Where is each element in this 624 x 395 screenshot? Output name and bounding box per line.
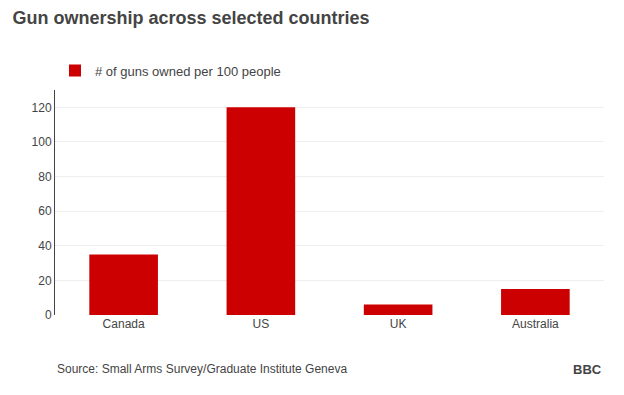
svg-text:Canada: Canada <box>103 317 145 331</box>
svg-text:60: 60 <box>38 204 52 218</box>
svg-text:Source: Small Arms Survey/Grad: Source: Small Arms Survey/Graduate Insti… <box>57 362 347 376</box>
svg-text:BBC: BBC <box>573 362 602 377</box>
svg-text:US: US <box>253 317 270 331</box>
svg-text:80: 80 <box>38 170 52 184</box>
svg-text:20: 20 <box>38 274 52 288</box>
svg-text:# of guns owned per 100 people: # of guns owned per 100 people <box>95 64 281 79</box>
svg-text:Australia: Australia <box>512 317 559 331</box>
svg-text:0: 0 <box>45 308 52 322</box>
svg-text:Gun ownership across selected: Gun ownership across selected countries <box>12 8 369 28</box>
svg-text:120: 120 <box>32 101 52 115</box>
svg-text:100: 100 <box>32 135 52 149</box>
svg-text:40: 40 <box>38 239 52 253</box>
svg-text:UK: UK <box>390 317 407 331</box>
